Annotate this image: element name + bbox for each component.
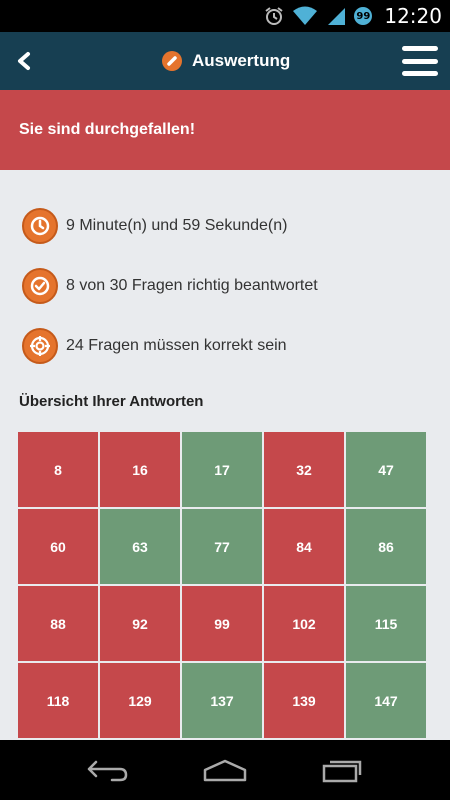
- result-message: Sie sind durchgefallen!: [19, 121, 196, 138]
- answer-cell-129[interactable]: 129: [100, 663, 180, 738]
- nav-back-button[interactable]: [78, 750, 138, 790]
- system-nav-bar: [0, 740, 450, 800]
- page-title-group: Auswertung: [162, 32, 290, 90]
- answer-cell-102[interactable]: 102: [264, 586, 344, 661]
- back-button[interactable]: [8, 45, 40, 77]
- stat-time-text: 9 Minute(n) und 59 Sekunde(n): [66, 217, 288, 234]
- stat-time: 9 Minute(n) und 59 Sekunde(n): [22, 208, 287, 244]
- answer-cell-118[interactable]: 118: [18, 663, 98, 738]
- answer-cell-60[interactable]: 60: [18, 509, 98, 584]
- result-banner: Sie sind durchgefallen!: [0, 90, 450, 170]
- answer-cell-115[interactable]: 115: [346, 586, 426, 661]
- nav-home-button[interactable]: [195, 750, 255, 790]
- stat-correct: 8 von 30 Fragen richtig beantwortet: [22, 268, 318, 304]
- menu-button[interactable]: [402, 46, 438, 76]
- answer-cell-137[interactable]: 137: [182, 663, 262, 738]
- answer-cell-139[interactable]: 139: [264, 663, 344, 738]
- clock-icon: [22, 208, 58, 244]
- recents-icon: [322, 760, 361, 783]
- home-icon: [203, 759, 247, 782]
- status-bar: 99 12:20: [0, 0, 450, 32]
- battery-badge: 99: [354, 7, 373, 25]
- answer-cell-32[interactable]: 32: [264, 432, 344, 507]
- app-bar: Auswertung: [0, 32, 450, 90]
- target-icon: [22, 328, 58, 364]
- answer-cell-99[interactable]: 99: [182, 586, 262, 661]
- answer-cell-88[interactable]: 88: [18, 586, 98, 661]
- nav-recents-button[interactable]: [312, 750, 372, 790]
- chevron-left-icon: [18, 52, 30, 70]
- hamburger-line: [402, 58, 438, 64]
- answer-cell-92[interactable]: 92: [100, 586, 180, 661]
- answer-cell-16[interactable]: 16: [100, 432, 180, 507]
- back-arrow-icon: [88, 760, 128, 782]
- pill-icon: [162, 51, 182, 71]
- hamburger-line: [402, 71, 438, 76]
- answer-cell-86[interactable]: 86: [346, 509, 426, 584]
- stat-correct-text: 8 von 30 Fragen richtig beantwortet: [66, 277, 318, 294]
- wifi-icon: [293, 6, 318, 25]
- hamburger-line: [402, 46, 438, 51]
- answer-cell-17[interactable]: 17: [182, 432, 262, 507]
- answer-cell-8[interactable]: 8: [18, 432, 98, 507]
- clock-time: 12:20: [384, 4, 442, 28]
- answer-cell-47[interactable]: 47: [346, 432, 426, 507]
- page-title: Auswertung: [192, 51, 291, 70]
- overview-title: Übersicht Ihrer Antworten: [19, 393, 204, 410]
- signal-icon: [328, 8, 346, 25]
- answer-cell-77[interactable]: 77: [182, 509, 262, 584]
- checkmark-icon: [22, 268, 58, 304]
- stat-required: 24 Fragen müssen korrekt sein: [22, 328, 287, 364]
- stat-required-text: 24 Fragen müssen korrekt sein: [66, 337, 287, 354]
- answer-cell-84[interactable]: 84: [264, 509, 344, 584]
- alarm-icon: [265, 7, 283, 25]
- answer-cell-63[interactable]: 63: [100, 509, 180, 584]
- answer-cell-147[interactable]: 147: [346, 663, 426, 738]
- answer-grid: 8 16 17 32 47 60 63 77 84 86 88 92 99 102 115 118 129 137…: [18, 432, 426, 738]
